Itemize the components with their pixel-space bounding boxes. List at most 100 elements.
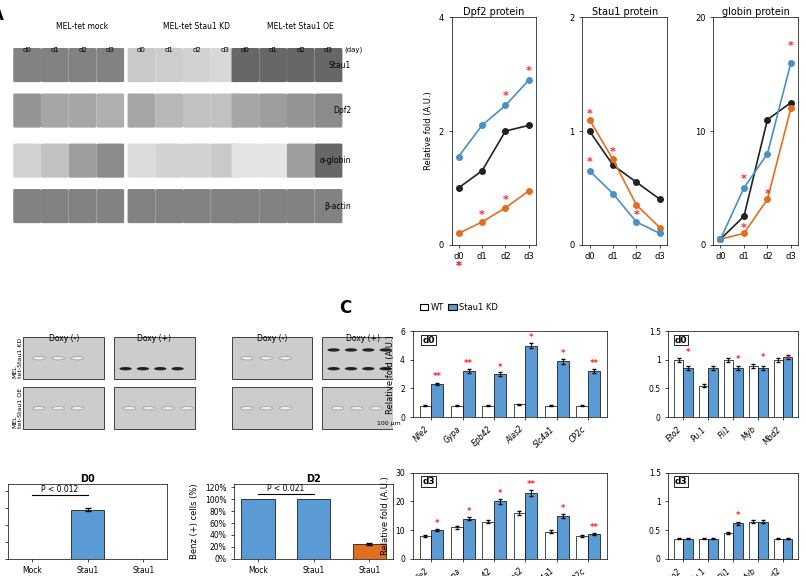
- Bar: [783, 357, 792, 417]
- Circle shape: [137, 367, 149, 370]
- Circle shape: [71, 357, 84, 360]
- FancyBboxPatch shape: [287, 93, 314, 128]
- Text: d0: d0: [675, 335, 688, 344]
- Bar: [545, 532, 557, 559]
- Text: d1: d1: [164, 47, 173, 53]
- Text: MEL
tet-Stau1 KD: MEL tet-Stau1 KD: [12, 338, 23, 378]
- Text: β-actin: β-actin: [324, 202, 351, 211]
- Title: Stau1 protein: Stau1 protein: [592, 6, 658, 17]
- Text: *: *: [764, 188, 771, 199]
- Text: *: *: [736, 355, 740, 365]
- FancyBboxPatch shape: [69, 143, 97, 177]
- Text: d2: d2: [78, 47, 87, 53]
- Text: d1: d1: [268, 47, 277, 53]
- FancyBboxPatch shape: [69, 189, 97, 223]
- FancyBboxPatch shape: [314, 48, 343, 82]
- Text: P < 0.012: P < 0.012: [41, 485, 78, 494]
- Circle shape: [241, 357, 253, 360]
- Circle shape: [327, 367, 340, 370]
- Circle shape: [260, 407, 272, 410]
- Bar: [758, 369, 767, 417]
- Circle shape: [241, 407, 253, 410]
- Bar: [683, 369, 693, 417]
- Bar: [774, 539, 783, 559]
- Bar: [420, 536, 431, 559]
- Y-axis label: Relative fold (A.U.): Relative fold (A.U.): [380, 476, 389, 555]
- Text: Stau1: Stau1: [329, 60, 351, 70]
- Bar: [708, 539, 717, 559]
- Circle shape: [143, 407, 155, 410]
- FancyBboxPatch shape: [127, 189, 156, 223]
- Text: d0: d0: [137, 47, 146, 53]
- FancyBboxPatch shape: [127, 93, 156, 128]
- Text: *: *: [560, 350, 565, 358]
- Text: α-globin: α-globin: [319, 156, 351, 165]
- Bar: [463, 372, 475, 417]
- Circle shape: [351, 407, 363, 410]
- Title: D2: D2: [306, 473, 321, 484]
- Bar: [322, 388, 403, 429]
- Bar: [526, 493, 538, 559]
- FancyBboxPatch shape: [231, 93, 260, 128]
- Circle shape: [380, 367, 392, 370]
- Circle shape: [119, 367, 131, 370]
- FancyBboxPatch shape: [13, 48, 41, 82]
- Bar: [545, 406, 557, 417]
- FancyBboxPatch shape: [210, 48, 239, 82]
- FancyBboxPatch shape: [127, 143, 156, 177]
- Circle shape: [52, 357, 64, 360]
- FancyBboxPatch shape: [41, 189, 69, 223]
- Bar: [241, 499, 275, 559]
- Text: P < 0.021: P < 0.021: [268, 484, 305, 493]
- Bar: [114, 388, 195, 429]
- Text: **: **: [433, 372, 442, 381]
- Circle shape: [280, 407, 292, 410]
- Circle shape: [345, 348, 357, 351]
- Bar: [588, 372, 600, 417]
- Text: **: **: [464, 359, 473, 367]
- FancyBboxPatch shape: [156, 189, 183, 223]
- Bar: [353, 544, 386, 559]
- Bar: [557, 361, 569, 417]
- Bar: [708, 369, 717, 417]
- Text: *: *: [455, 262, 462, 271]
- Circle shape: [52, 407, 64, 410]
- Text: **: **: [589, 524, 599, 532]
- Text: Dpf2: Dpf2: [333, 106, 351, 115]
- Circle shape: [33, 407, 45, 410]
- Text: **: **: [589, 359, 599, 367]
- Text: *: *: [498, 489, 502, 498]
- Text: *: *: [587, 157, 592, 166]
- Text: *: *: [526, 66, 532, 76]
- Text: *: *: [741, 223, 747, 233]
- Bar: [231, 388, 313, 429]
- FancyBboxPatch shape: [210, 143, 239, 177]
- Text: *: *: [736, 511, 740, 520]
- Circle shape: [345, 367, 357, 370]
- FancyBboxPatch shape: [210, 93, 239, 128]
- Text: d2: d2: [297, 47, 305, 53]
- Text: **: **: [527, 480, 536, 489]
- Bar: [23, 338, 105, 379]
- Text: d0: d0: [422, 335, 435, 344]
- Y-axis label: Benz (+) cells (%): Benz (+) cells (%): [190, 484, 199, 559]
- Text: d3: d3: [106, 47, 114, 53]
- Bar: [494, 502, 506, 559]
- Text: d3: d3: [422, 477, 435, 486]
- FancyBboxPatch shape: [183, 93, 210, 128]
- Text: *: *: [587, 109, 592, 119]
- Bar: [431, 530, 443, 559]
- Bar: [758, 521, 767, 559]
- Circle shape: [181, 407, 193, 410]
- Legend: WT, Stau1 KD: WT, Stau1 KD: [417, 300, 501, 315]
- FancyBboxPatch shape: [231, 48, 260, 82]
- Circle shape: [154, 367, 166, 370]
- Bar: [576, 536, 588, 559]
- FancyBboxPatch shape: [13, 143, 41, 177]
- FancyBboxPatch shape: [260, 143, 287, 177]
- Circle shape: [362, 348, 375, 351]
- Circle shape: [123, 407, 135, 410]
- Circle shape: [370, 407, 382, 410]
- FancyBboxPatch shape: [210, 189, 239, 223]
- Circle shape: [327, 348, 340, 351]
